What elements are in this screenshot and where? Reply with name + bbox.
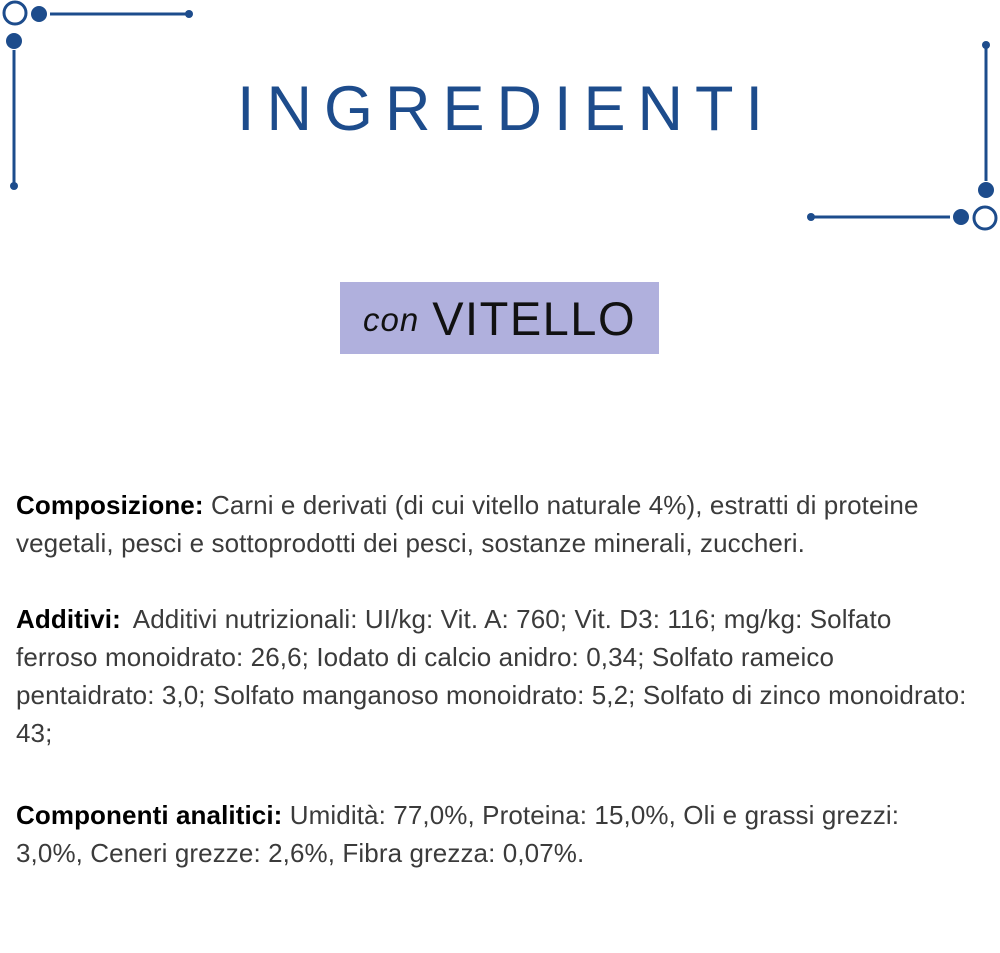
page-title: INGREDIENTI xyxy=(236,74,776,144)
flavour-banner-prefix: con xyxy=(362,301,420,338)
deco-dot-top-left xyxy=(31,6,47,22)
deco-dot-right-horizontal-end xyxy=(807,213,815,221)
section-composizione-label: Composizione: xyxy=(16,490,204,520)
section-additivi-label: Additivi: xyxy=(16,604,121,634)
section-additivi-text: Additivi nutrizionali: UI/kg: Vit. A: 76… xyxy=(16,604,967,748)
deco-dot-left-vertical-end xyxy=(10,182,18,190)
deco-dot-top-right xyxy=(953,209,969,225)
deco-dot-left-vertical-start xyxy=(6,33,22,49)
deco-ring-top-right xyxy=(972,205,998,231)
deco-ring-top-left xyxy=(2,0,28,26)
deco-dot-right-vertical-end xyxy=(982,41,990,49)
section-componenti-analitici-label: Componenti analitici: xyxy=(16,800,283,830)
page-title-container: INGREDIENTI xyxy=(0,78,1000,141)
flavour-banner-name: VITELLO xyxy=(432,291,637,345)
ingredients-content: Composizione: Carni e derivati (di cui v… xyxy=(16,486,968,872)
section-componenti-analitici-text: Umidità: 77,0%, Proteina: 15,0%, Oli e g… xyxy=(16,800,900,868)
section-composizione: Composizione: Carni e derivati (di cui v… xyxy=(16,486,968,562)
section-componenti-analitici: Componenti analitici: Umidità: 77,0%, Pr… xyxy=(16,796,968,872)
deco-dot-top-horizontal-end xyxy=(185,10,193,18)
section-composizione-text: Carni e derivati (di cui vitello natural… xyxy=(16,490,919,558)
deco-dot-right-vertical-start xyxy=(978,182,994,198)
flavour-banner: con VITELLO xyxy=(340,282,659,354)
section-additivi: Additivi: Additivi nutrizionali: UI/kg: … xyxy=(16,600,968,752)
